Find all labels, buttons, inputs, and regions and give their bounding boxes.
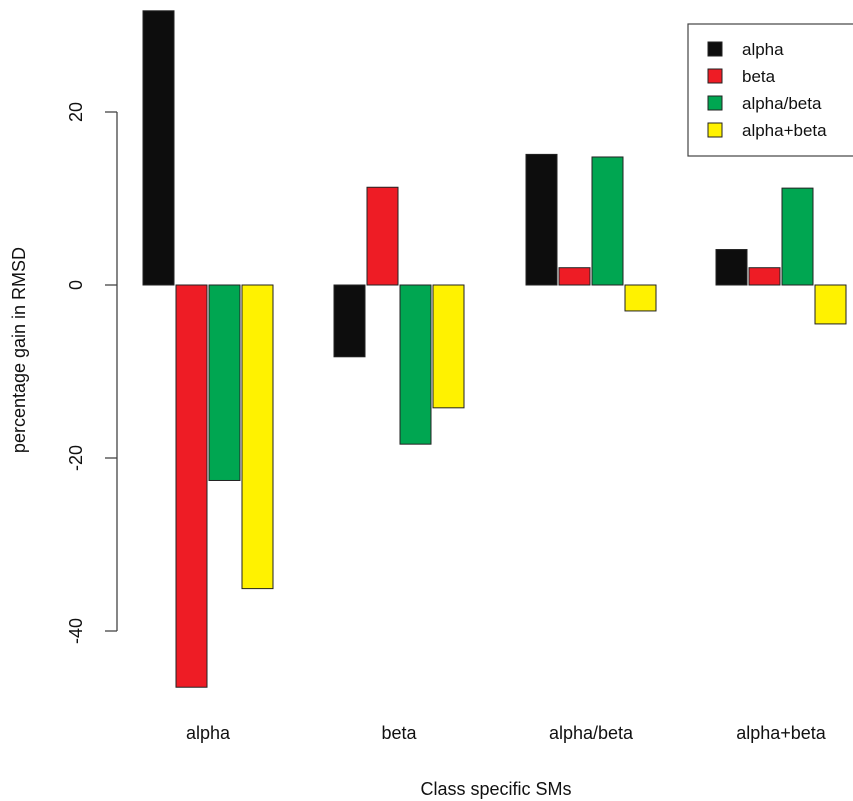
y-tick-label: 0	[66, 280, 86, 290]
bar-beta-0	[175, 284, 208, 688]
bar-alpha-beta-1	[432, 284, 465, 409]
bar-alpha-beta-2	[591, 156, 624, 286]
bar-alpha-beta-3	[814, 284, 847, 325]
legend-label: alpha	[742, 40, 784, 59]
x-tick-label: beta	[381, 723, 417, 743]
y-tick-label: -40	[66, 618, 86, 644]
bar-beta-2	[558, 267, 591, 286]
legend-label: beta	[742, 67, 776, 86]
legend-swatch	[707, 95, 723, 111]
y-tick-label: -20	[66, 445, 86, 471]
bar-alpha-0	[142, 10, 175, 286]
legend-label: alpha+beta	[742, 121, 827, 140]
legend-label: alpha/beta	[742, 94, 822, 113]
x-tick-label: alpha	[186, 723, 231, 743]
y-axis-label: percentage gain in RMSD	[9, 247, 29, 453]
x-tick-label: alpha/beta	[549, 723, 634, 743]
bars	[142, 10, 847, 688]
bar-alpha-2	[525, 153, 558, 286]
bar-alpha-3	[715, 249, 748, 286]
bar-alpha-beta-0	[241, 284, 274, 590]
x-tick-label: alpha+beta	[736, 723, 827, 743]
legend-swatch	[707, 122, 723, 138]
legend-swatch	[707, 41, 723, 57]
x-axis-label: Class specific SMs	[420, 779, 571, 799]
x-axis-tick-labels: alpha beta alpha/beta alpha+beta	[186, 723, 827, 743]
legend: alpha beta alpha/beta alpha+beta	[687, 23, 853, 157]
bar-alpha-beta-0	[208, 284, 241, 481]
bar-beta-3	[748, 267, 781, 286]
bar-alpha-beta-1	[399, 284, 432, 445]
bar-beta-1	[366, 186, 399, 286]
bar-alpha-beta-2	[624, 284, 657, 312]
legend-swatch	[707, 68, 723, 84]
y-tick-label: 20	[66, 102, 86, 122]
bar-alpha-beta-3	[781, 187, 814, 286]
y-axis: 20 0 -20 -40	[66, 102, 118, 644]
bar-alpha-1	[333, 284, 366, 358]
